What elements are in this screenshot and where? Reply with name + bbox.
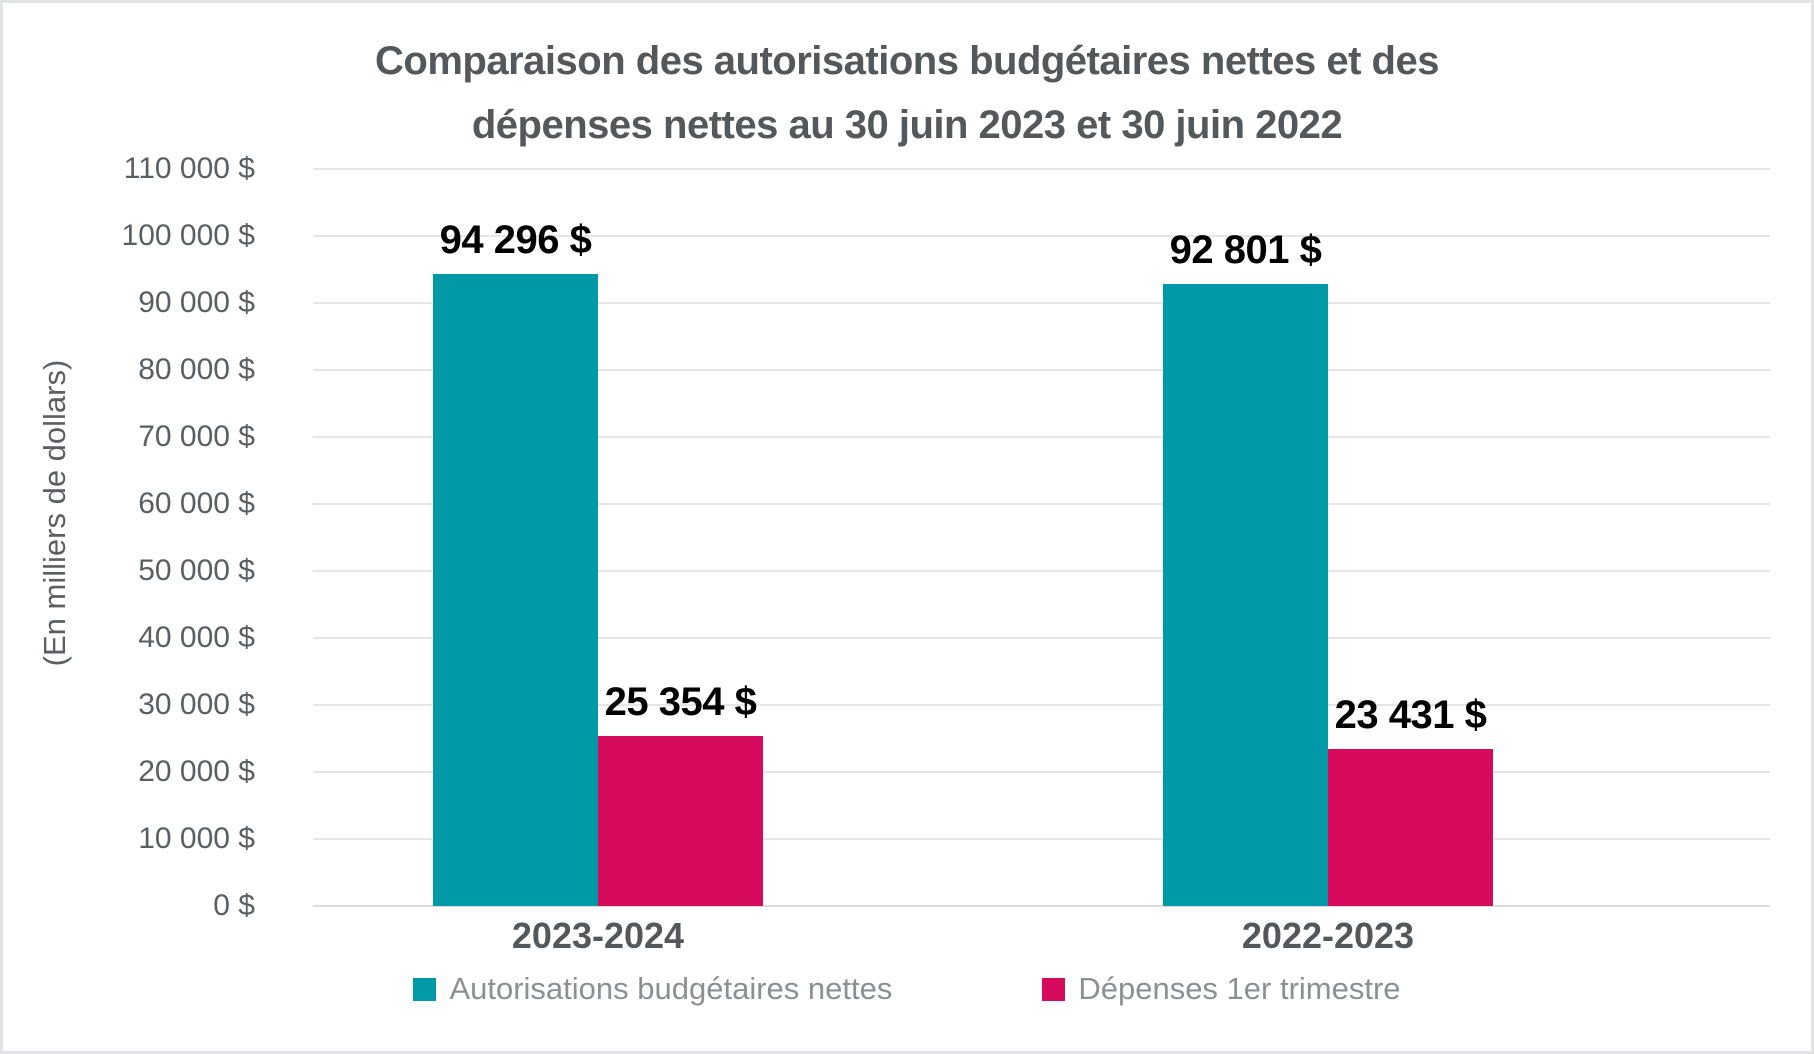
y-tick-label-110000: 110 000 $: [123, 152, 255, 185]
y-tick-label-30000: 30 000 $: [138, 688, 255, 721]
gridline-20000: [313, 771, 1770, 773]
chart-title-line-1: Comparaison des autorisations budgétaire…: [375, 39, 1439, 83]
chart-title: Comparaison des autorisations budgétaire…: [3, 29, 1811, 157]
y-tick-label-40000: 40 000 $: [138, 621, 255, 654]
gridline-70000: [313, 436, 1770, 438]
bar-depenses-2022-2023: [1328, 749, 1493, 906]
gridline-40000: [313, 637, 1770, 639]
gridline-110000: [313, 168, 1770, 170]
gridline-50000: [313, 570, 1770, 572]
y-tick-label-100000: 100 000 $: [121, 219, 255, 252]
bar-value-label-autorisations-2022-2023: 92 801 $: [1169, 228, 1322, 273]
gridline-60000: [313, 503, 1770, 505]
gridline-10000: [313, 838, 1770, 840]
bar-value-label-depenses-2023-2024: 25 354 $: [604, 680, 757, 725]
chart-title-line-2: dépenses nettes au 30 juin 2023 et 30 ju…: [471, 103, 1343, 147]
bar-value-label-autorisations-2023-2024: 94 296 $: [439, 218, 592, 263]
y-tick-label-50000: 50 000 $: [138, 554, 255, 587]
legend-item-autorisations: Autorisations budgétaires nettes: [413, 971, 892, 1007]
bar-autorisations-2023-2024: [433, 274, 598, 906]
x-category-label-2022-2023: 2022-2023: [1241, 915, 1415, 956]
legend: Autorisations budgétaires nettes Dépenses…: [3, 971, 1811, 1007]
y-tick-label-80000: 80 000 $: [138, 353, 255, 386]
legend-label: Dépenses 1er trimestre: [1078, 971, 1401, 1006]
y-tick-label-90000: 90 000 $: [138, 286, 255, 319]
y-tick-label-70000: 70 000 $: [138, 420, 255, 453]
gridline-100000: [313, 235, 1770, 237]
legend-item-depenses: Dépenses 1er trimestre: [1042, 971, 1401, 1007]
bar-autorisations-2022-2023: [1163, 284, 1328, 906]
plot-area: 0 $ 10 000 $ 20 000 $ 30 000 $ 40 000 $ 50 00…: [3, 3, 1811, 1051]
gridline-0: [313, 905, 1770, 907]
legend-label: Autorisations budgétaires nettes: [449, 971, 893, 1006]
gridline-90000: [313, 302, 1770, 304]
y-tick-label-60000: 60 000 $: [138, 487, 255, 520]
legend-swatch-icon: [1042, 977, 1066, 1001]
bar-value-label-depenses-2022-2023: 23 431 $: [1334, 693, 1487, 737]
gridline-30000: [313, 704, 1770, 706]
y-tick-label-20000: 20 000 $: [138, 755, 255, 788]
y-tick-label-10000: 10 000 $: [138, 822, 255, 855]
gridline-80000: [313, 369, 1770, 371]
legend-swatch-icon: [413, 977, 437, 1001]
bar-depenses-2023-2024: [598, 736, 763, 906]
y-tick-label-0: 0 $: [213, 889, 255, 922]
x-category-label-2023-2024: 2023-2024: [511, 915, 685, 956]
